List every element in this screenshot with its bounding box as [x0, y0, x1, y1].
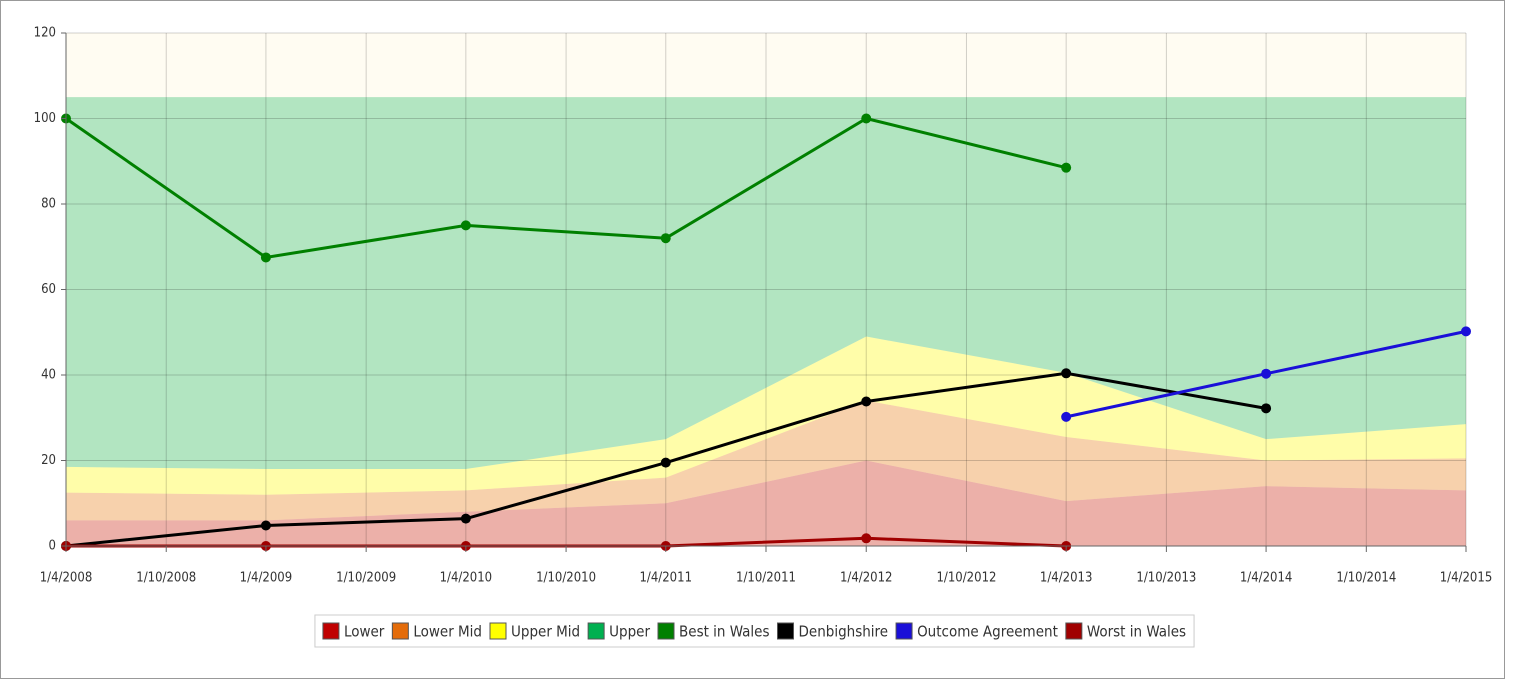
point: [861, 113, 872, 124]
y-tick-label: 100: [34, 111, 56, 126]
y-tick-label: 80: [41, 197, 56, 212]
point: [260, 520, 271, 531]
legend-label: Outcome Agreement: [917, 623, 1058, 641]
point: [260, 252, 271, 263]
x-tick-label: 1/10/2012: [936, 571, 996, 586]
y-tick-label: 0: [49, 539, 56, 554]
x-tick-label: 1/10/2014: [1336, 571, 1396, 586]
x-tick-label: 1/10/2009: [336, 571, 396, 586]
x-tick-label: 1/4/2010: [440, 571, 493, 586]
x-tick-label: 1/4/2008: [40, 571, 93, 586]
point: [1261, 403, 1272, 414]
x-tick-label: 1/4/2009: [240, 571, 293, 586]
area-band: [66, 460, 1466, 546]
legend-frame: [314, 614, 1195, 648]
y-tick-label: 120: [34, 26, 56, 41]
point: [1261, 368, 1272, 379]
x-tick-label: 1/10/2008: [136, 571, 196, 586]
legend-label: Best in Wales: [679, 623, 770, 641]
area-band: [66, 400, 1466, 521]
legend-label: Lower: [344, 623, 385, 641]
legend-swatch: [777, 622, 794, 640]
x-tick-label: 1/4/2013: [1040, 571, 1093, 586]
y-tick-label: 40: [41, 368, 56, 383]
legend-label: Worst in Wales: [1087, 623, 1186, 641]
x-tick-label: 1/4/2014: [1240, 571, 1293, 586]
legend-swatch: [391, 622, 409, 640]
plot-background: [66, 33, 1466, 546]
x-tick-label: 1/4/2015: [1440, 571, 1493, 586]
point: [861, 396, 872, 407]
point: [861, 533, 872, 544]
x-tick-label: 1/4/2011: [639, 571, 692, 586]
area-band: [66, 97, 1466, 470]
legend-label: Upper Mid: [511, 623, 580, 641]
legend-label: Lower Mid: [413, 623, 482, 641]
legend-label: Upper: [609, 623, 650, 641]
point: [1061, 368, 1072, 379]
x-tick-label: 1/10/2013: [1136, 571, 1196, 586]
point: [1061, 411, 1072, 422]
legend-swatch: [489, 622, 507, 640]
legend-swatch: [587, 622, 605, 640]
x-tick-label: 1/10/2011: [736, 571, 796, 586]
point: [660, 233, 671, 244]
legend-label: Denbighshire: [799, 623, 889, 641]
legend-swatch: [657, 622, 675, 640]
y-tick-label: 20: [41, 453, 56, 468]
legend-swatch: [1065, 622, 1083, 640]
point: [1061, 162, 1072, 173]
legend-swatch: [322, 622, 340, 640]
area-band: [66, 336, 1466, 495]
point: [1461, 326, 1471, 337]
point: [460, 220, 471, 231]
y-tick-label: 60: [41, 282, 56, 297]
line: [65, 116, 1067, 260]
legend-swatch: [895, 622, 913, 640]
point: [460, 513, 471, 524]
x-tick-label: 1/4/2012: [840, 571, 893, 586]
x-tick-label: 1/10/2010: [536, 571, 596, 586]
point: [660, 457, 671, 468]
